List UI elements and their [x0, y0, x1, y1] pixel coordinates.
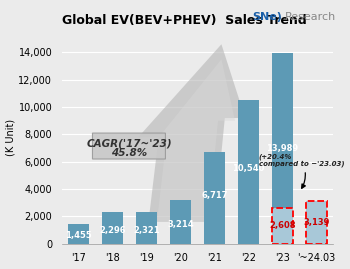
- Bar: [306, 201, 327, 244]
- Text: 13,989: 13,989: [266, 144, 299, 153]
- Text: 10,540: 10,540: [232, 164, 265, 173]
- Bar: [170, 200, 191, 244]
- Polygon shape: [150, 59, 235, 222]
- Bar: [68, 224, 89, 244]
- Text: 2,321: 2,321: [133, 226, 160, 235]
- Text: 1,455: 1,455: [65, 231, 92, 240]
- Bar: [272, 208, 293, 244]
- Text: Research: Research: [285, 12, 336, 22]
- Text: 2,296: 2,296: [99, 226, 126, 235]
- Bar: [136, 212, 157, 244]
- Text: CAGR('17~'23): CAGR('17~'23): [86, 138, 172, 148]
- Bar: [272, 208, 293, 244]
- Text: SNe): SNe): [252, 12, 282, 22]
- Text: 3,139: 3,139: [303, 218, 330, 227]
- Text: 3,214: 3,214: [167, 220, 194, 229]
- Bar: [102, 212, 123, 244]
- Bar: [306, 201, 327, 244]
- Bar: [204, 152, 225, 244]
- Text: 6,717: 6,717: [201, 192, 228, 200]
- FancyBboxPatch shape: [92, 133, 166, 159]
- Y-axis label: (K Unit): (K Unit): [6, 119, 15, 156]
- Text: 45.8%: 45.8%: [111, 148, 147, 158]
- Polygon shape: [138, 44, 245, 222]
- Bar: [238, 100, 259, 244]
- Text: Global EV(BEV+PHEV)  Sales Trend: Global EV(BEV+PHEV) Sales Trend: [62, 14, 307, 27]
- Text: (+20.4%
compared to ~'23.03): (+20.4% compared to ~'23.03): [259, 153, 344, 188]
- Bar: [272, 53, 293, 244]
- Text: 2,608: 2,608: [269, 221, 296, 231]
